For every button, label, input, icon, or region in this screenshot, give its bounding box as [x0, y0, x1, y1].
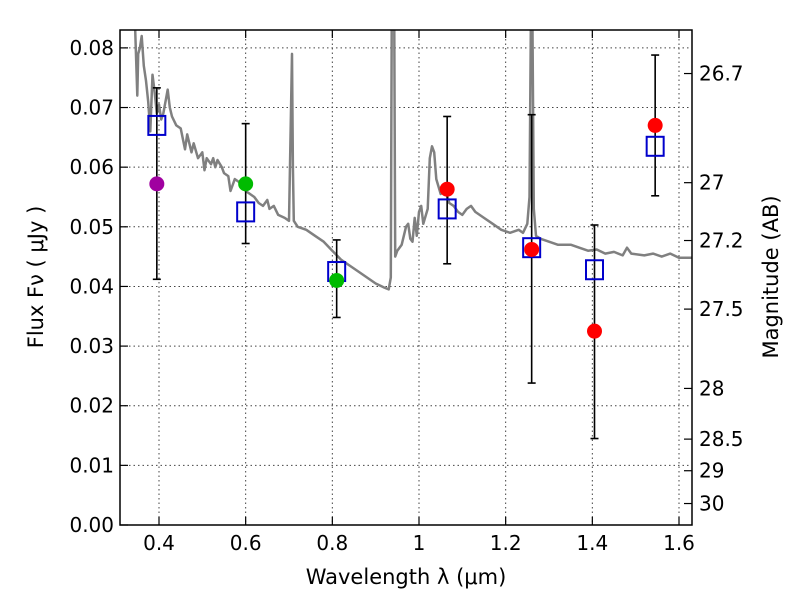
y-tick-label: 0.04	[69, 274, 114, 298]
tick-layer: 0.4 0.6 0.8 1 1.2 1.4 1.6 0.00 0.01 0.02 0.03 0.04 0…	[69, 30, 744, 555]
y-tick-label: 0.01	[69, 453, 114, 477]
observed-photometry-point	[524, 241, 540, 257]
y-right-tick-label: 30	[699, 492, 724, 516]
y-right-tick-label: 28.5	[699, 427, 744, 451]
x-tick-label: 1.2	[490, 531, 522, 555]
y-tick-label: 0.00	[69, 513, 114, 537]
grid-layer	[120, 30, 692, 526]
spectrum-layer	[133, 30, 692, 291]
x-axis-label: Wavelength λ (μm)	[306, 565, 507, 589]
model-photometry-layer	[147, 114, 665, 283]
x-tick-label: 1.6	[663, 531, 695, 555]
y-right-tick-label: 27.2	[699, 229, 744, 253]
axes-layer	[119, 29, 693, 526]
y-tick-label: 0.05	[69, 215, 114, 239]
y-right-tick-label: 26.7	[699, 62, 744, 86]
x-tick-label: 1	[413, 531, 426, 555]
y-right-tick-label: 29	[699, 459, 724, 483]
observed-photometry-point	[329, 272, 345, 288]
observed-photometry-point	[149, 176, 165, 192]
model-photometry-square	[437, 198, 457, 220]
y-tick-label: 0.06	[69, 155, 114, 179]
y-tick-label: 0.03	[69, 334, 114, 358]
observed-photometry-layer	[149, 117, 663, 339]
y-axis-right-label: Magnitude (AB)	[759, 195, 783, 358]
x-tick-label: 0.4	[143, 531, 175, 555]
observed-photometry-point	[647, 117, 663, 133]
observed-photometry-point	[439, 181, 455, 197]
observed-photometry-point	[238, 176, 254, 192]
model-photometry-square	[522, 237, 542, 259]
y-tick-label: 0.07	[69, 96, 114, 120]
y-right-tick-label: 27	[699, 171, 724, 195]
y-right-tick-label: 28	[699, 376, 724, 400]
errorbar-layer	[152, 54, 660, 440]
y-right-tick-label: 27.5	[699, 297, 744, 321]
model-photometry-square	[645, 135, 665, 157]
model-photometry-square	[236, 201, 256, 223]
x-tick-label: 0.8	[316, 531, 348, 555]
y-tick-label: 0.02	[69, 394, 114, 418]
model-photometry-square	[147, 114, 167, 136]
plot-frame	[119, 29, 693, 526]
spectrum-line	[133, 30, 692, 291]
x-tick-label: 0.6	[230, 531, 262, 555]
y-tick-label: 0.08	[69, 36, 114, 60]
model-photometry-square	[585, 259, 604, 281]
observed-photometry-point	[587, 323, 602, 339]
y-axis-label: Flux Fν ( μJy )	[24, 206, 48, 349]
x-tick-label: 1.4	[576, 531, 608, 555]
